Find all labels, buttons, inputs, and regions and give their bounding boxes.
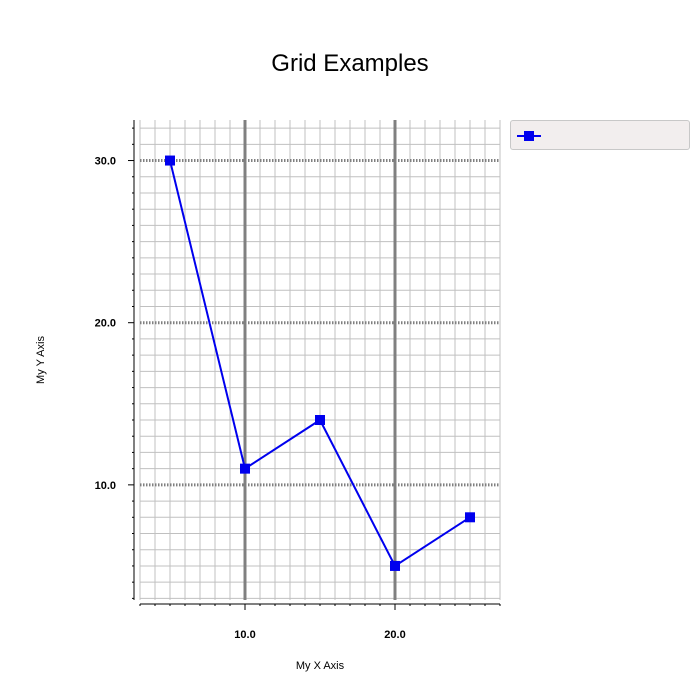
data-point-marker [390, 560, 400, 571]
data-point-marker [315, 415, 325, 425]
minor-grid [139, 120, 501, 600]
legend-swatch-marker [524, 131, 534, 141]
series-layer [165, 155, 475, 571]
y-axis-title: My Y Axis [35, 336, 47, 384]
data-point-marker [165, 155, 175, 166]
chart-title: Grid Examples [271, 50, 429, 77]
legend-swatch [517, 131, 541, 141]
data-point-marker [465, 512, 475, 523]
axes [128, 120, 501, 610]
y-tick-label: 20.0 [95, 318, 116, 330]
y-tick-label: 30.0 [95, 156, 116, 168]
data-point-marker [240, 463, 250, 474]
x-axis-title: My X Axis [296, 660, 345, 672]
tick-labels: 10.0 20.0 30.0 10.0 20.0 [95, 156, 406, 641]
major-grid [140, 120, 500, 600]
x-tick-label: 10.0 [234, 629, 255, 641]
legend [510, 120, 690, 150]
y-tick-label: 10.0 [95, 480, 116, 492]
x-tick-label: 20.0 [384, 629, 405, 641]
